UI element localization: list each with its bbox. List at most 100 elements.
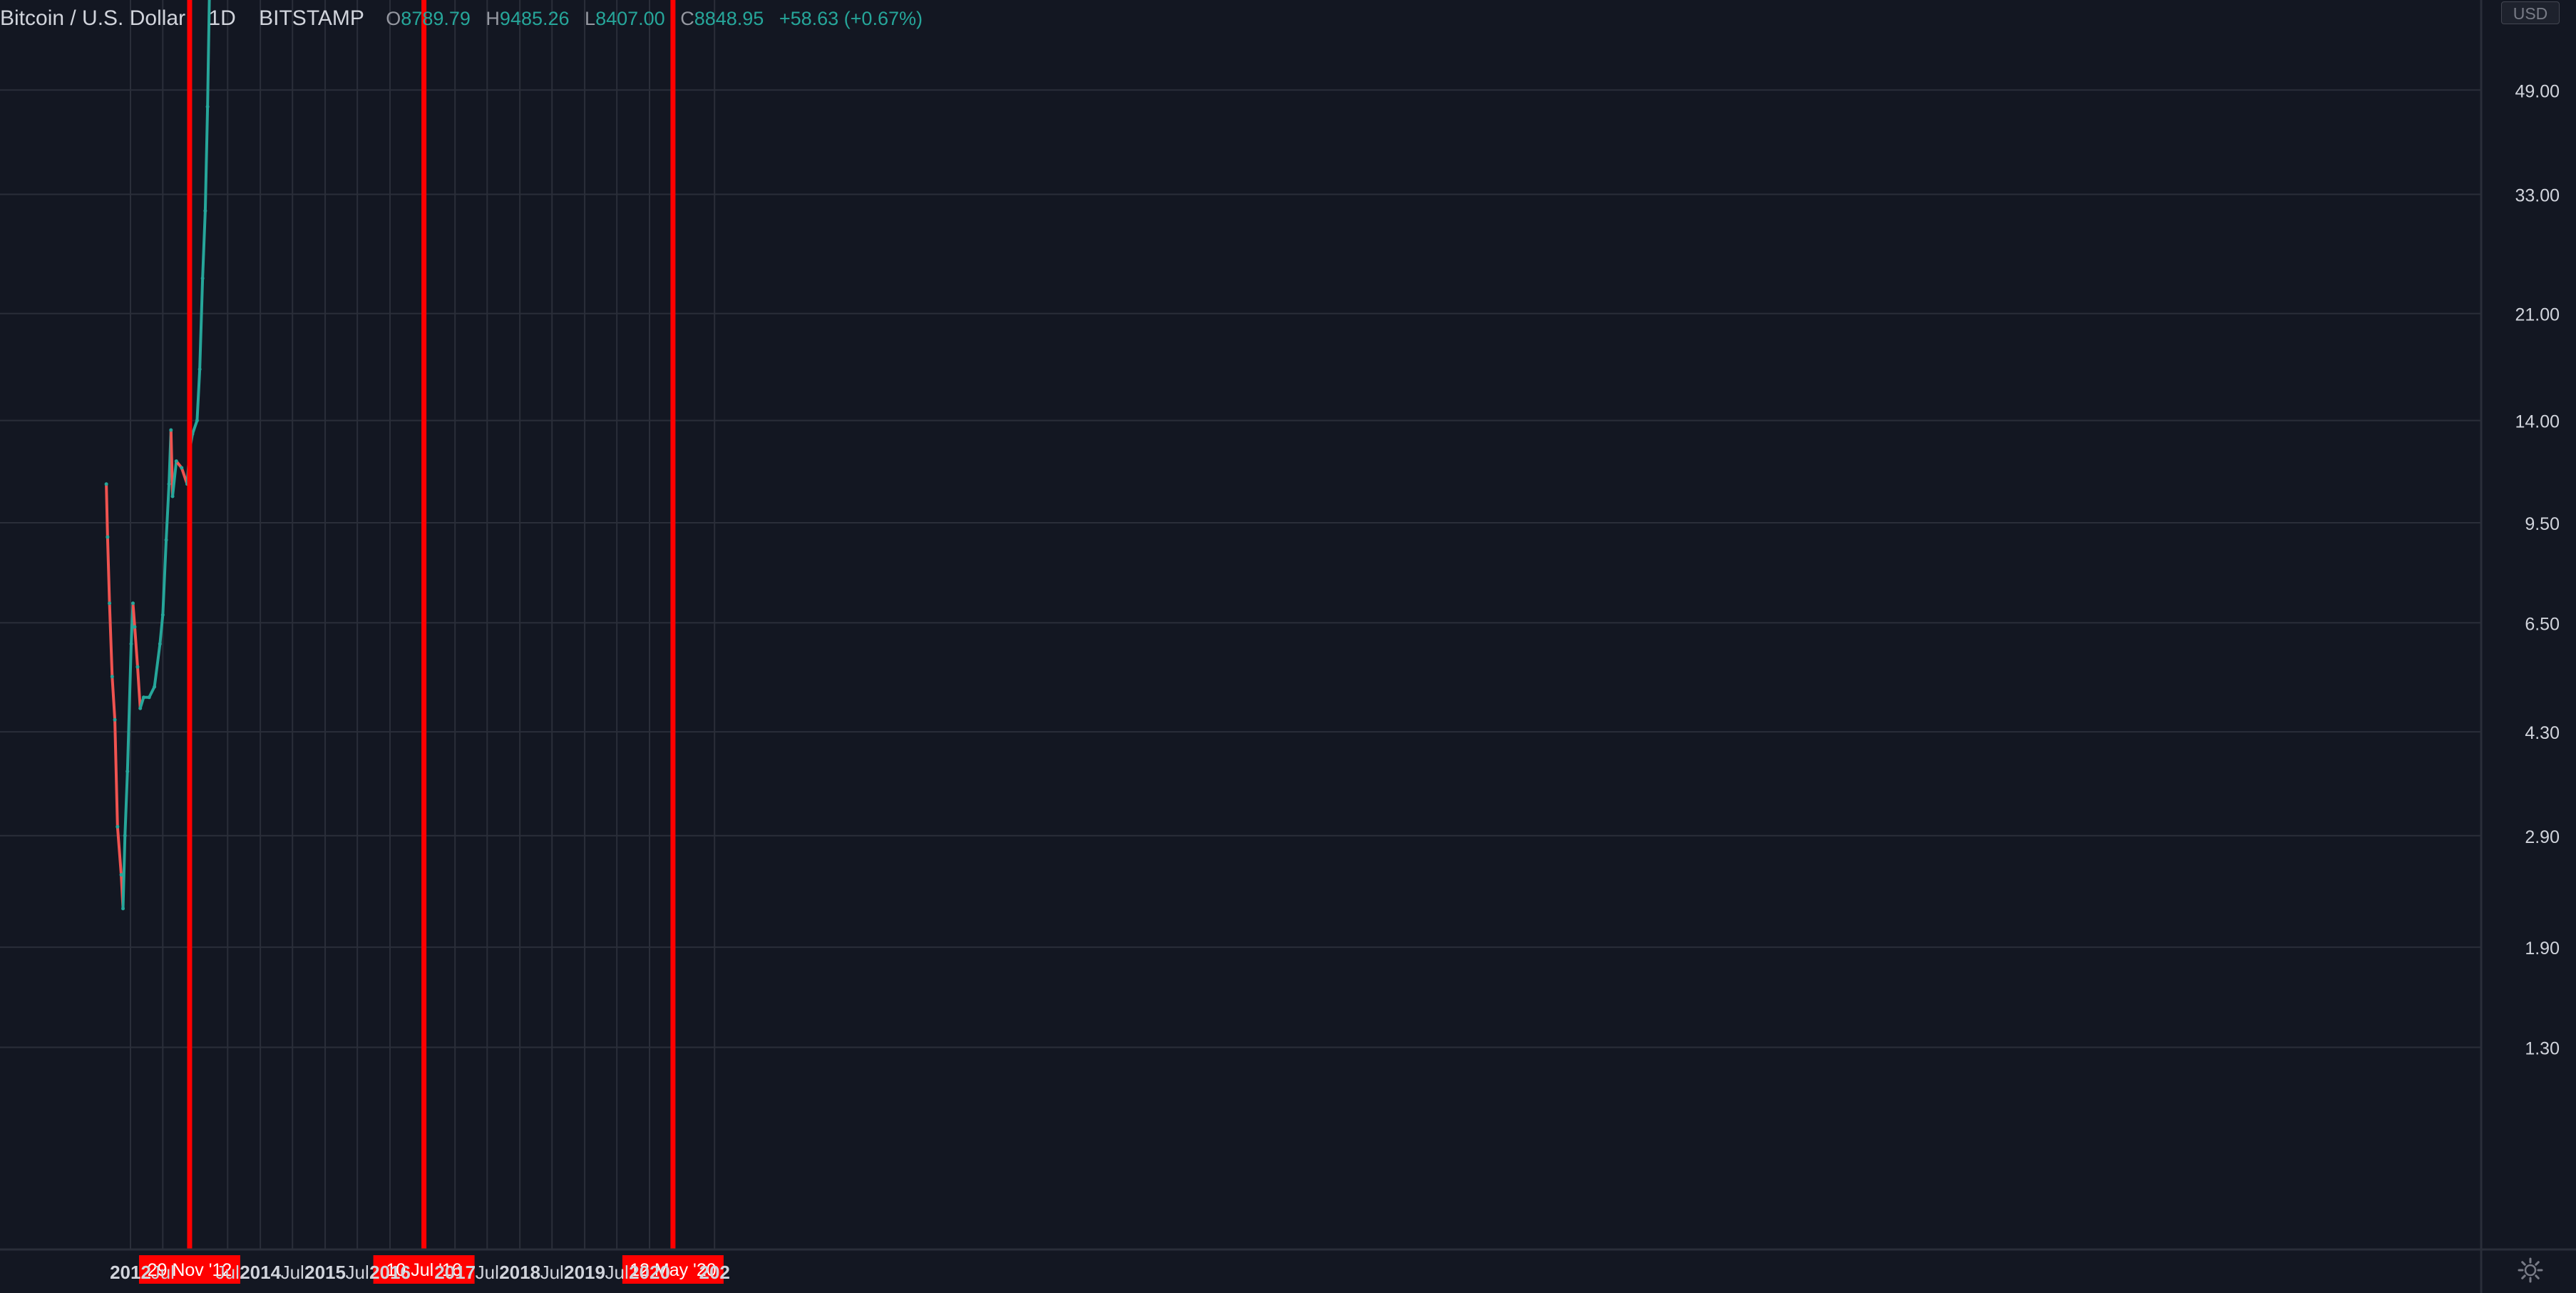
price-point [110, 675, 114, 679]
interval-label[interactable]: 1D [208, 6, 236, 30]
low-label: L [585, 8, 596, 29]
price-segment [195, 367, 202, 422]
y-tick-label: 14.00 [2515, 412, 2560, 432]
price-point [133, 625, 137, 629]
price-point [153, 685, 157, 689]
price-point [123, 834, 127, 838]
exchange-label: BITSTAMP [259, 6, 364, 30]
price-segment [133, 625, 139, 669]
marker-layer: 29 Nov '12 10 Jul '16 12 May '20 [138, 0, 724, 1284]
y-tick-label: 6.50 [2525, 614, 2560, 634]
marker-label: 29 Nov '12 [148, 1260, 232, 1280]
price-segment [113, 718, 119, 829]
x-tick-label: Jul [216, 1262, 240, 1283]
currency-button[interactable]: USD [2501, 1, 2560, 24]
x-tick-label: Jul [540, 1262, 564, 1283]
price-point [135, 665, 140, 669]
price-point [125, 770, 130, 774]
price-point [116, 824, 120, 829]
price-segment [125, 642, 133, 773]
gear-icon[interactable] [2515, 1255, 2545, 1285]
price-segment [121, 834, 127, 910]
high-value: 9485.26 [499, 8, 570, 29]
price-point [138, 706, 143, 710]
price-point [169, 428, 173, 432]
price-segment [111, 675, 117, 722]
price-segment [201, 209, 207, 280]
price-segment [135, 665, 142, 710]
price-point [104, 482, 108, 486]
marker-label-bg [373, 1255, 475, 1284]
series-layer [104, 0, 211, 911]
ohlc-values: O8789.79 H9485.26 L8407.00 C8848.95 +58.… [386, 8, 933, 29]
price-point [180, 466, 184, 470]
price-point [121, 906, 125, 911]
price-point [170, 494, 175, 499]
price-segment [165, 482, 171, 542]
price-segment [158, 613, 165, 645]
y-tick-label: 1.90 [2525, 939, 2560, 959]
y-tick-label: 1.30 [2525, 1038, 2560, 1058]
price-point [200, 276, 205, 280]
price-segment [190, 419, 199, 436]
price-point [108, 601, 112, 605]
price-point [164, 538, 168, 542]
x-tick-label: 202 [699, 1262, 729, 1283]
low-value: 8407.00 [595, 8, 665, 29]
x-tick-label: 2014 [240, 1262, 281, 1283]
y-tick-label: 2.90 [2525, 827, 2560, 847]
x-tick-label: 2018 [499, 1262, 540, 1283]
price-segment [106, 535, 111, 605]
price-segment [206, 0, 211, 108]
marker-label: 10 Jul '16 [386, 1260, 461, 1280]
y-tick-label: 49.00 [2515, 81, 2560, 101]
price-segment [161, 538, 168, 617]
price-segment [203, 105, 210, 213]
x-tick-label: 2015 [304, 1262, 346, 1283]
close-label: C [680, 8, 694, 29]
y-tick-label: 33.00 [2515, 185, 2560, 205]
price-point [167, 482, 171, 486]
price-segment [131, 601, 136, 629]
marker-label-bg [138, 1255, 240, 1284]
price-segment [153, 642, 162, 689]
price-point [174, 459, 178, 464]
price-segment [169, 429, 175, 498]
price-point [158, 642, 162, 646]
price-segment [148, 685, 156, 699]
open-value: 8789.79 [401, 8, 471, 29]
price-segment [105, 482, 109, 538]
price-segment [108, 601, 114, 678]
price-point [203, 209, 207, 213]
price-point [106, 535, 110, 539]
marker-label-bg [622, 1255, 724, 1284]
symbol-name[interactable]: Bitcoin / U.S. Dollar [0, 6, 186, 30]
price-point [147, 695, 151, 700]
x-tick-label: Jul [605, 1262, 629, 1283]
grid-layer [0, 0, 2481, 1249]
change-value: +58.63 (+0.67%) [779, 8, 923, 29]
price-segment [123, 770, 129, 837]
price-point [141, 695, 145, 700]
x-tick-label: Jul [281, 1262, 304, 1283]
open-label: O [386, 8, 401, 29]
x-tick-label: 2017 [434, 1262, 476, 1283]
x-tick-label: 2020 [629, 1262, 670, 1283]
price-point [113, 717, 117, 722]
high-label: H [486, 8, 500, 29]
price-point [197, 367, 202, 372]
x-tick-label: 2012 [110, 1262, 151, 1283]
price-point [119, 873, 123, 877]
x-tick-label: 2019 [564, 1262, 605, 1283]
marker-label: 12 May '20 [630, 1260, 717, 1280]
x-tick-label: Jul [476, 1262, 499, 1283]
price-point [195, 419, 199, 423]
y-tick-label: 4.30 [2525, 723, 2560, 743]
x-tick-label: Jul [151, 1262, 175, 1283]
close-value: 8848.95 [694, 8, 764, 29]
y-tick-label: 9.50 [2525, 514, 2560, 534]
y-tick-label: 21.00 [2515, 305, 2560, 325]
